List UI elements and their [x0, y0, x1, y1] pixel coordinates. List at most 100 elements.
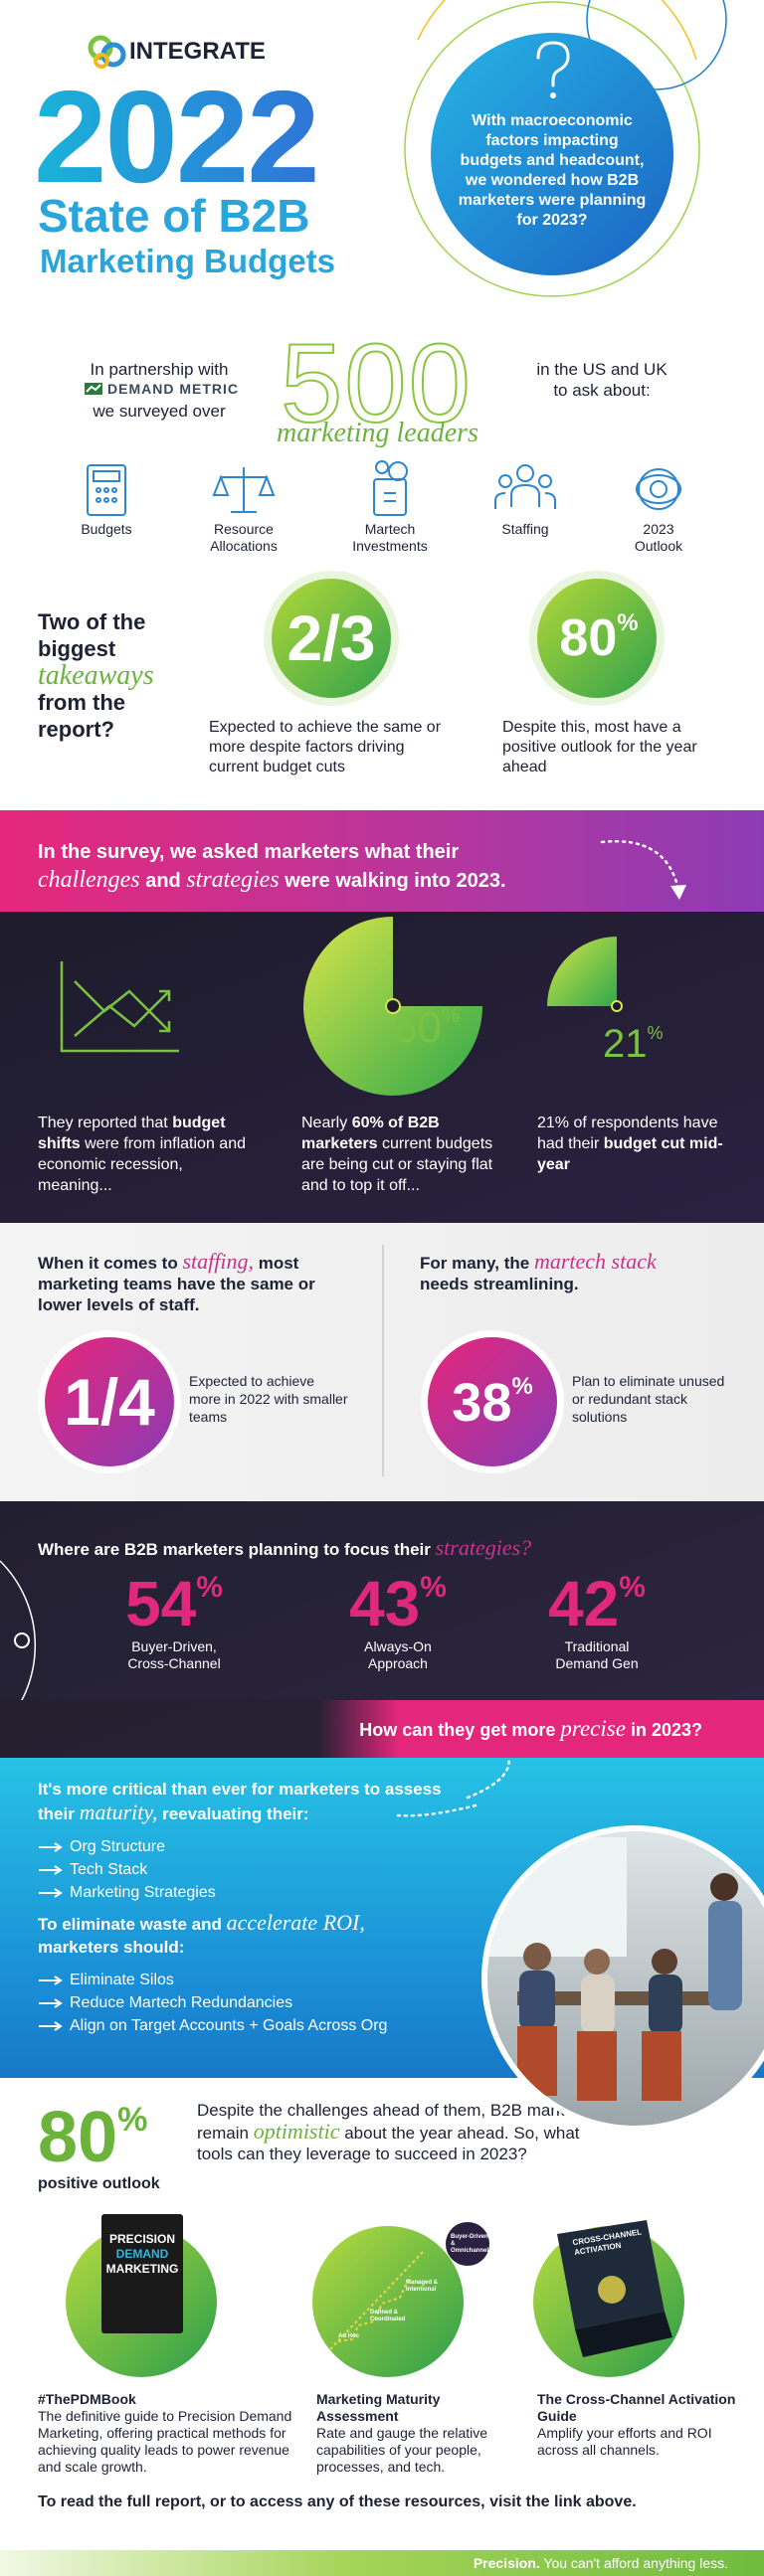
heading-text: Where are B2B marketers planning to focu… — [38, 1540, 431, 1559]
staffing-graphics — [38, 1245, 564, 1476]
ring — [586, 0, 727, 90]
list-item: Reduce Martech Redundancies — [38, 1991, 387, 2014]
book-title: PRECISION DEMAND MARKETING — [103, 2232, 181, 2277]
budgets-icon — [87, 464, 126, 516]
resource: Marketing Maturity Assessment Rate and ga… — [316, 2391, 525, 2476]
heading-script: strategies? — [435, 1535, 532, 1560]
topic-label: Budgets — [81, 521, 132, 537]
staffing-icon — [494, 464, 556, 509]
partner-icon — [85, 383, 102, 395]
banner-line: and — [145, 870, 181, 892]
intro-text: In partnership with — [90, 360, 229, 379]
caption-text: They reported that — [38, 1115, 168, 1131]
caption-text: current budgets are being cut or staying… — [301, 1135, 493, 1194]
banner-text: in 2023? — [630, 1720, 702, 1740]
logo-icon — [88, 35, 126, 69]
resource-circle — [312, 2226, 464, 2377]
allocations-icon — [212, 467, 276, 513]
guide-art — [598, 2276, 626, 2304]
book-cover — [101, 2214, 183, 2333]
caption-bold: budget cut mid-year — [537, 1135, 723, 1173]
title: Marketing Budgets — [40, 243, 336, 279]
survey-count: 500 — [280, 321, 473, 445]
question-circle — [431, 33, 673, 275]
strategies-section: Where are B2B marketers planning to focu… — [0, 1501, 764, 1700]
maturity-list: Org Structure Tech Stack Marketing Strateg… — [38, 1835, 216, 1904]
step-label: Defined & Coordinated — [370, 2310, 406, 2322]
finding-caption: They reported that budget shifts were fr… — [38, 1113, 252, 1196]
topic-label: Martech Investments — [352, 521, 428, 554]
finding-stat: 60 % — [393, 1003, 460, 1053]
list-item: Eliminate Silos — [38, 1969, 387, 1991]
arrow-icon — [39, 1887, 63, 1898]
year: 2022 — [34, 64, 320, 210]
footer-brand: Precision. — [473, 2555, 540, 2571]
stat-caption: Expected to achieve more in 2022 with sm… — [189, 1373, 348, 1425]
outro-text: in the US and UK — [536, 360, 668, 379]
stat-label: Buyer-Driven, Cross-Channel — [127, 1638, 221, 1671]
findings-section: 60 % 21 % They reported that budget shif… — [0, 912, 764, 1223]
arrow-icon — [39, 1975, 63, 1985]
banner-text: In the survey, we asked marketers what t… — [38, 838, 595, 895]
heading-text: It's more critical than ever for markete… — [38, 1780, 442, 1823]
header-decoration — [88, 0, 727, 297]
question-icon — [536, 41, 570, 87]
ring — [417, 0, 697, 61]
stat-suffix: % — [441, 1005, 460, 1027]
outro-text: to ask about: — [553, 381, 651, 400]
step-label: Buyer-Driven & Omnichannel — [451, 2234, 489, 2254]
list-item: Align on Target Accounts + Goals Across … — [38, 2014, 387, 2037]
stat-number: 54 — [125, 1568, 197, 1639]
takeaways-section: Two of the biggest takeaways from the re… — [0, 567, 764, 805]
question-icon — [550, 92, 556, 98]
step-label: Managed & Intentional — [406, 2280, 439, 2293]
heading-line: from the report? — [38, 690, 125, 742]
outlook-icon — [636, 468, 681, 510]
banner-line: In the survey, we asked marketers what t… — [38, 841, 460, 863]
stat-number: 38 — [452, 1373, 512, 1433]
title: State of B2B — [38, 190, 310, 242]
partnership-section: In partnership with DEMAND METRIC we sur… — [0, 318, 764, 567]
banner-script: challenges — [38, 867, 140, 893]
resources-section: PRECISION DEMAND MARKETING Buyer-Driven … — [0, 2212, 764, 2490]
cover-text: DEMAND — [115, 2247, 169, 2261]
body-text: Despite the challenges ahead of them, B2… — [197, 2101, 603, 2143]
header: INTEGRATE 2022 State of B2B Marketing Bu… — [0, 0, 764, 318]
caption-bold: 60% of B2B marketers — [301, 1115, 440, 1152]
precise-banner — [318, 1700, 764, 1758]
stat-suffix: % — [619, 1571, 646, 1604]
strategy-stat: 54% Buyer-Driven, Cross-Channel — [85, 1571, 264, 1672]
heading-script: martech stack — [533, 1249, 657, 1274]
banner-script: precise — [560, 1716, 626, 1741]
stat-number: 21 — [603, 1022, 648, 1066]
body-script: optimistic — [253, 2119, 340, 2144]
stat-circle — [45, 1337, 174, 1466]
chart-icon — [60, 961, 179, 1053]
resource-title: #ThePDMBook — [38, 2391, 136, 2407]
resource: The Cross-Channel Activation Guide Amplif… — [537, 2391, 751, 2459]
list-text: Eliminate Silos — [70, 1971, 174, 1988]
ring — [404, 1, 700, 297]
partner-name: DEMAND METRIC — [107, 381, 239, 397]
footer: Precision. You can't afford anything les… — [0, 2550, 764, 2576]
resource-description: Amplify your efforts and ROI across all … — [537, 2425, 712, 2458]
stat-label: Always-On Approach — [364, 1638, 432, 1671]
banner-script: strategies — [186, 867, 280, 893]
ring-dot — [14, 1632, 30, 1648]
stat-number: 80 — [38, 2098, 118, 2177]
caption-text: 21% of respondents have had their — [537, 1115, 718, 1152]
takeaways-heading: Two of the biggest takeaways from the re… — [38, 608, 187, 743]
stat-suffix: % — [647, 1023, 664, 1043]
resource-title: Marketing Maturity Assessment — [316, 2391, 441, 2424]
topic-label: Resource Allocations — [210, 521, 278, 554]
stat-number: 42 — [548, 1568, 620, 1639]
topic-label: Staffing — [501, 521, 549, 537]
stat-caption: Expected to achieve the same or more des… — [209, 719, 442, 775]
dotted-arrow — [600, 839, 686, 900]
caption-text: were from inflation and economic recessi… — [38, 1135, 246, 1194]
martech-heading: For many, the martech stack needs stream… — [420, 1251, 738, 1294]
list-item: Marketing Strategies — [38, 1881, 216, 1904]
resource-description: Rate and gauge the relative capabilities… — [316, 2425, 488, 2475]
banner-line: were walking into 2023. — [285, 870, 506, 892]
